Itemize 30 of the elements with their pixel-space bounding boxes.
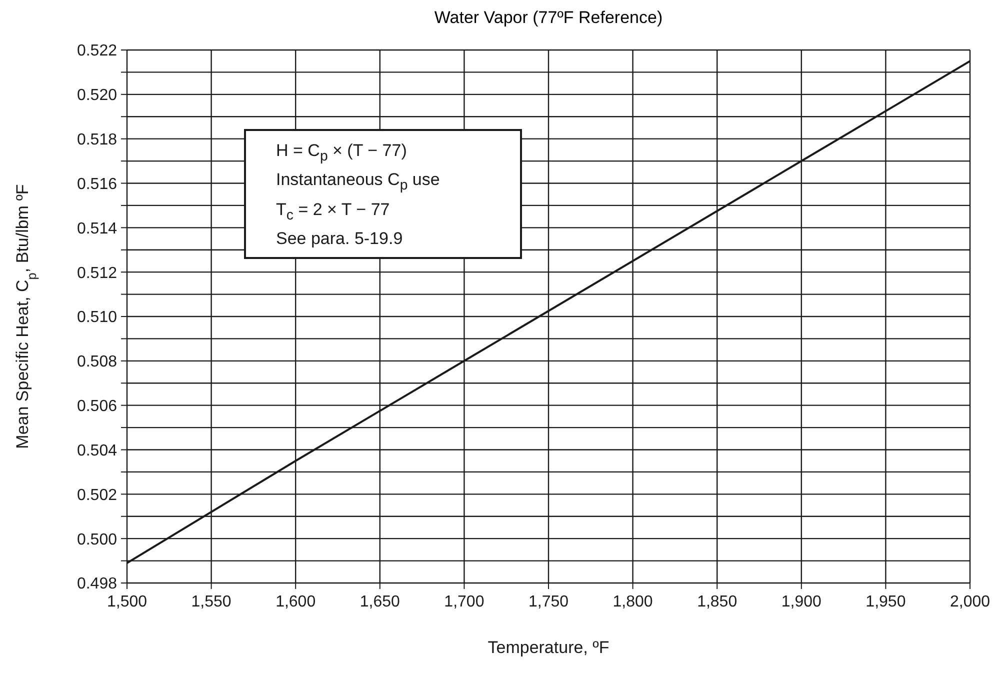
- chart-title: Water Vapor (77ºF Reference): [433, 8, 664, 28]
- x-tick-label: 1,900: [781, 593, 822, 610]
- y-tick-label: 0.506: [76, 398, 118, 416]
- y-tick-label: 0.500: [76, 531, 118, 548]
- x-tick-label: 2,000: [950, 593, 990, 610]
- x-tick-label: 1,650: [360, 593, 400, 610]
- y-tick-label: 0.520: [76, 87, 118, 104]
- x-tick-label: 1,800: [612, 593, 653, 610]
- x-tick-label: 1,700: [444, 593, 484, 610]
- y-tick-label: 0.508: [76, 354, 118, 371]
- x-tick-label: 1,750: [528, 593, 569, 610]
- x-tick-label: 1,600: [276, 593, 316, 610]
- y-tick-label: 0.518: [76, 132, 118, 149]
- x-tick-label: 1,550: [191, 593, 232, 610]
- x-tick-label: 1,950: [866, 593, 906, 610]
- annotation: H = C$_{p}$ × (T − 77): [276, 140, 408, 166]
- y-tick-label: 0.504: [76, 442, 118, 460]
- annotation: See para. 5-19.9: [276, 228, 404, 250]
- y-tick-label: 0.522: [76, 42, 118, 60]
- y-tick-label: 0.514: [76, 220, 118, 238]
- y-tick-label: 0.512: [76, 264, 118, 282]
- y-tick-label: 0.516: [76, 176, 118, 193]
- y-tick-label: 0.510: [76, 309, 118, 326]
- x-tick-label: 1,850: [697, 593, 738, 610]
- x-tick-label: 1,500: [106, 593, 148, 610]
- y-tick-label: 0.502: [76, 486, 118, 504]
- annotation: T$_{c}$ = 2 × T − 77: [276, 198, 391, 226]
- annotation: Instantaneous C$_{p}$ use: [276, 169, 441, 196]
- y-tick-label: 0.498: [76, 576, 118, 593]
- x-axis-title: Temperature, ºF: [488, 638, 610, 657]
